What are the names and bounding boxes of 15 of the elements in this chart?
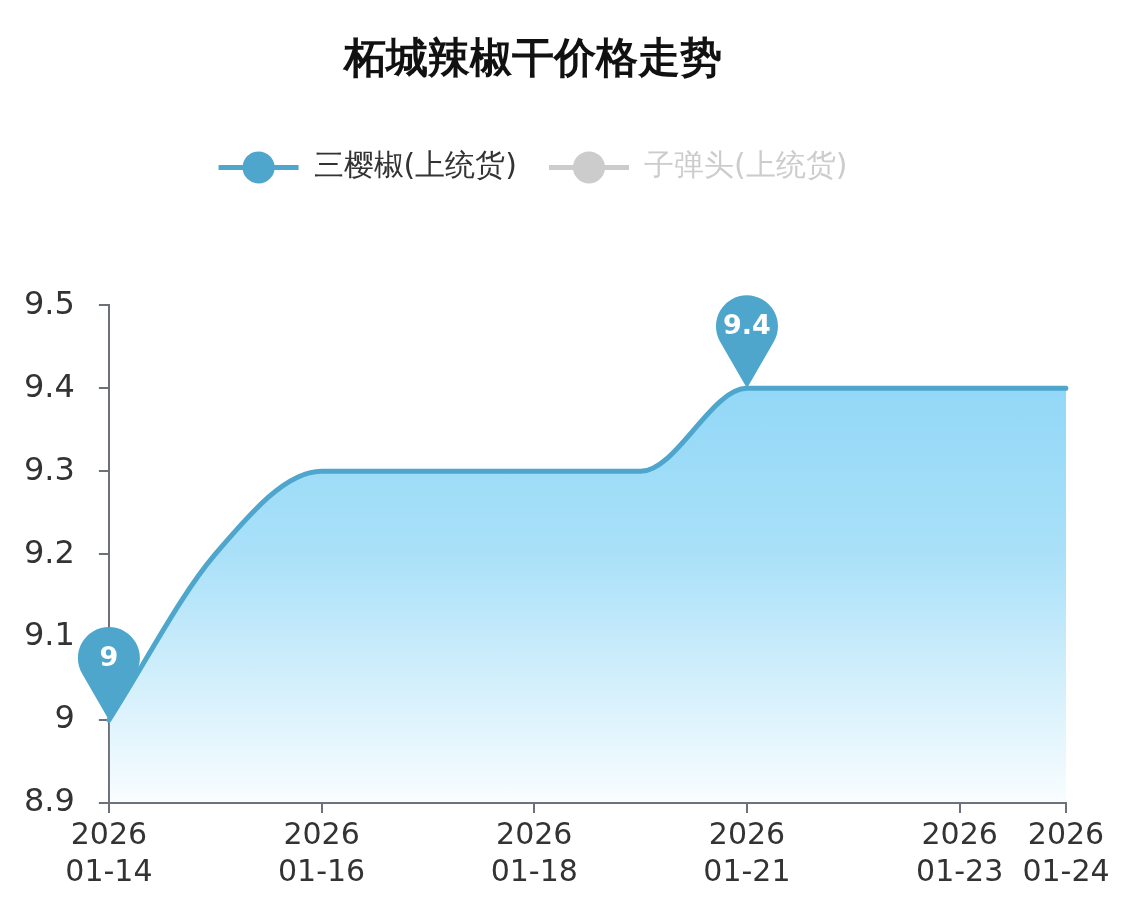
y-tick-label: 9.3 [24,449,75,488]
y-tick-label: 9.5 [24,283,75,322]
y-tick-label: 9 [54,698,75,737]
y-tick-label: 9.1 [24,615,75,654]
y-tick-label: 9.4 [24,366,75,405]
x-tick-label: 2026 01-18 [490,815,578,889]
x-tick-label: 2026 01-24 [1022,815,1110,889]
x-tick-label: 2026 01-23 [916,815,1004,889]
data-label: 9.4 [723,309,771,341]
chart-title: 柘城辣椒干价格走势 [342,33,722,83]
x-tick-label: 2026 01-21 [703,815,791,889]
data-label: 9 [99,641,119,673]
y-tick-label: 9.2 [24,532,75,571]
x-tick-label: 2026 01-16 [277,815,366,889]
legend-label: 三樱椒(上统货) [313,147,518,183]
